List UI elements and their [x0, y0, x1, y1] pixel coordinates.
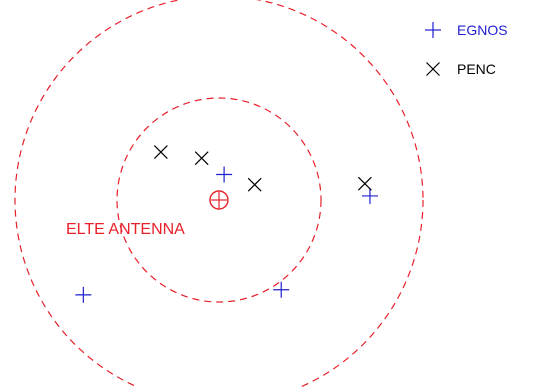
ring-2: [14, 0, 424, 387]
egnos-point-2: [361, 187, 378, 204]
reference-point: [209, 190, 229, 210]
reference-plus-marker: [211, 192, 227, 208]
legend-marker-egnos: [425, 22, 441, 38]
penc-point-3: [247, 177, 262, 192]
reference-circle: [209, 190, 229, 210]
penc-point-4: [357, 176, 372, 191]
egnos-point-4: [273, 281, 290, 298]
egnos-point-1: [216, 166, 233, 183]
legend-marker-penc: [426, 62, 440, 76]
data-points: [75, 145, 378, 303]
ring-1: [116, 97, 322, 303]
legend: EGNOS PENC: [425, 22, 508, 77]
reference-label: ELTE ANTENNA: [66, 221, 185, 238]
legend-label-egnos: EGNOS: [457, 22, 508, 38]
accuracy-rings: [14, 0, 424, 387]
penc-point-2: [194, 151, 209, 166]
penc-point-1: [153, 145, 168, 159]
egnos-point-3: [75, 286, 92, 303]
legend-label-penc: PENC: [457, 61, 496, 77]
